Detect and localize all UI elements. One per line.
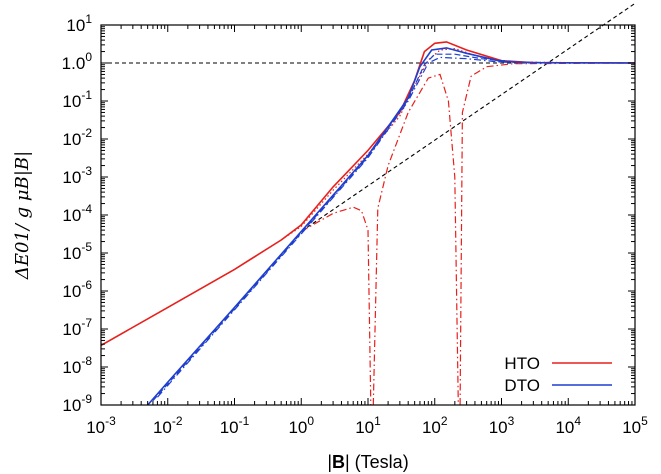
y-tick-label: 10-2	[62, 126, 92, 149]
x-tick-label: 104	[555, 414, 581, 437]
reference-lines	[101, 2, 636, 232]
tick-marks	[100, 24, 636, 406]
series-dto-6	[152, 53, 635, 402]
x-tick-label: 10-2	[153, 414, 183, 437]
legend: HTO DTO	[504, 354, 612, 395]
x-axis-label: |B| (Tesla)	[327, 452, 408, 472]
y-tick-label: 10-8	[62, 354, 92, 377]
y-tick-label: 10-3	[62, 164, 92, 187]
y-tick-label: 10-4	[62, 202, 92, 225]
series-dto-5	[147, 47, 635, 405]
y-tick-label: 10-7	[62, 316, 92, 339]
x-tick-label: 10-3	[86, 414, 116, 437]
plot-frame	[100, 24, 636, 406]
y-tick-label: 1.00	[62, 50, 93, 73]
series-hto-2	[301, 206, 372, 405]
series-layer	[101, 41, 635, 405]
y-tick-label: 10-9	[62, 392, 92, 415]
series-hto-1	[280, 47, 635, 241]
reference-line-1	[300, 2, 636, 232]
series-hto-3	[372, 73, 459, 405]
y-axis-label: ΔE01/ g μB|B|	[12, 151, 33, 280]
y-tick-label: 101	[66, 12, 92, 35]
x-tick-labels: 10-3 10-2 10-1 100 101 102 103 104 105	[86, 414, 648, 437]
x-tick-label: 103	[489, 414, 515, 437]
y-tick-labels: 10-9 10-8 10-7 10-6 10-5 10-4 10-3 10-2 10-1 1.00…	[62, 12, 93, 415]
series-hto-4	[459, 62, 635, 405]
y-tick-label: 10-5	[62, 240, 92, 263]
x-tick-label: 102	[422, 414, 448, 437]
legend-label-dto: DTO	[504, 376, 540, 395]
y-tick-label: 10-1	[62, 88, 92, 111]
x-tick-label: 101	[355, 414, 381, 437]
legend-label-hto: HTO	[504, 354, 540, 373]
series-hto-0	[101, 41, 635, 347]
y-tick-label: 10-6	[62, 278, 92, 301]
x-tick-label: 105	[622, 414, 648, 437]
series-dto-7	[156, 56, 635, 398]
x-tick-label: 10-1	[220, 414, 250, 437]
x-tick-label: 100	[288, 414, 314, 437]
